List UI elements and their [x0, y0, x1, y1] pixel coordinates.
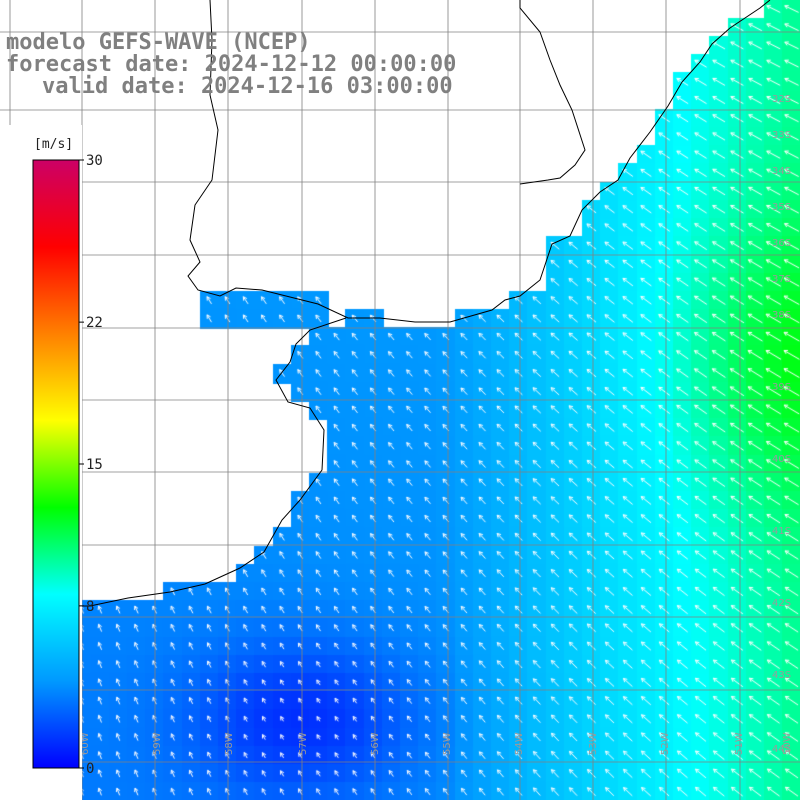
model-title: modelo GEFS-WAVE (NCEP) — [6, 30, 311, 55]
forecast-date: forecast date: 2024-12-12 00:00:00 — [6, 52, 457, 77]
valid-date: valid date: 2024-12-16 03:00:00 — [42, 74, 453, 99]
